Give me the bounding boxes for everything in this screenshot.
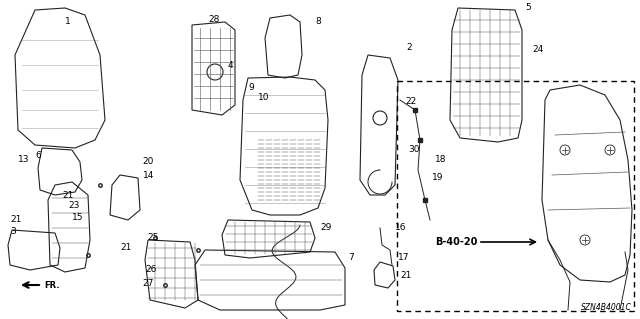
Text: 8: 8 xyxy=(315,18,321,26)
Text: 18: 18 xyxy=(435,155,447,165)
Text: SZN4B4001C: SZN4B4001C xyxy=(581,303,632,312)
Text: 25: 25 xyxy=(147,234,158,242)
Text: 23: 23 xyxy=(68,201,79,210)
Text: 15: 15 xyxy=(72,213,83,222)
Text: 21: 21 xyxy=(10,216,21,225)
Text: 3: 3 xyxy=(10,227,16,236)
Text: 20: 20 xyxy=(142,158,154,167)
Text: 17: 17 xyxy=(398,254,410,263)
Text: B-40-20: B-40-20 xyxy=(435,237,477,247)
Text: 9: 9 xyxy=(248,84,253,93)
Text: 19: 19 xyxy=(432,174,444,182)
Text: 6: 6 xyxy=(35,151,41,160)
Text: 10: 10 xyxy=(258,93,269,102)
Text: 4: 4 xyxy=(228,61,234,70)
Text: 29: 29 xyxy=(320,224,332,233)
Text: FR.: FR. xyxy=(44,280,60,290)
Text: 26: 26 xyxy=(145,265,156,275)
Text: 21: 21 xyxy=(400,271,412,279)
Text: 24: 24 xyxy=(532,46,543,55)
Bar xyxy=(397,81,634,311)
Text: 13: 13 xyxy=(18,155,29,165)
Text: 28: 28 xyxy=(208,16,220,25)
Text: 2: 2 xyxy=(406,43,412,53)
Text: 1: 1 xyxy=(65,18,71,26)
Text: 14: 14 xyxy=(143,170,154,180)
Text: 7: 7 xyxy=(348,254,354,263)
Text: 21: 21 xyxy=(62,190,74,199)
Text: 21: 21 xyxy=(120,243,131,253)
Text: 5: 5 xyxy=(525,4,531,12)
Text: 30: 30 xyxy=(408,145,419,154)
Text: 16: 16 xyxy=(395,224,406,233)
Text: 27: 27 xyxy=(142,278,154,287)
Text: 22: 22 xyxy=(405,98,416,107)
